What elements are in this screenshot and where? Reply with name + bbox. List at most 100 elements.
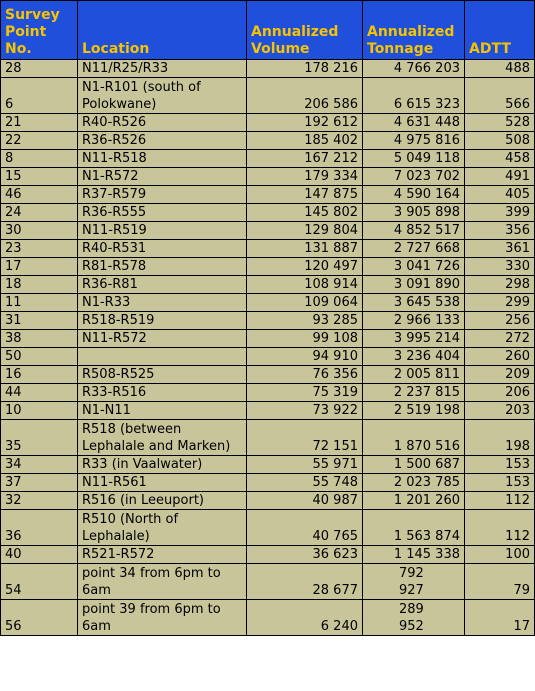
cell-location xyxy=(77,347,247,366)
cell-location: R36-R81 xyxy=(77,275,247,294)
cell-location: N11-R518 xyxy=(77,149,247,168)
cell-tonnage: 1 870 516 xyxy=(362,419,465,456)
cell-volume: 40 987 xyxy=(246,491,363,510)
cell-survey-point: 34 xyxy=(0,455,78,474)
cell-survey-point: 30 xyxy=(0,221,78,240)
cell-survey-point: 16 xyxy=(0,365,78,384)
cell-survey-point: 6 xyxy=(0,77,78,114)
cell-survey-point: 11 xyxy=(0,293,78,312)
table-row: 35 R518 (between Lephalale and Marken) 72 … xyxy=(0,419,535,456)
cell-survey-point: 22 xyxy=(0,131,78,150)
header-row: Survey Point No. Location Annualized Vol… xyxy=(0,0,535,60)
cell-location: R36-R526 xyxy=(77,131,247,150)
cell-adtt: 79 xyxy=(464,563,535,600)
cell-tonnage: 1 563 874 xyxy=(362,509,465,546)
cell-survey-point: 44 xyxy=(0,383,78,402)
table-row: 54 point 34 from 6pm to 6am 28 677 792 927 7… xyxy=(0,563,535,600)
cell-survey-point: 28 xyxy=(0,59,78,78)
cell-location: R33 (in Vaalwater) xyxy=(77,455,247,474)
cell-location: R40-R526 xyxy=(77,113,247,132)
table-row: 17 R81-R578 120 497 3 041 726 330 xyxy=(0,257,535,276)
cell-tonnage: 2 727 668 xyxy=(362,239,465,258)
table-row: 16 R508-R525 76 356 2 005 811 209 xyxy=(0,365,535,384)
cell-survey-point: 32 xyxy=(0,491,78,510)
cell-adtt: 508 xyxy=(464,131,535,150)
cell-survey-point: 54 xyxy=(0,563,78,600)
cell-adtt: 299 xyxy=(464,293,535,312)
cell-adtt: 112 xyxy=(464,509,535,546)
cell-survey-point: 37 xyxy=(0,473,78,492)
cell-adtt: 260 xyxy=(464,347,535,366)
table-row: 28 N11/R25/R33 178 216 4 766 203 488 xyxy=(0,59,535,78)
header-tonnage: Annualized Tonnage xyxy=(362,0,465,60)
cell-survey-point: 10 xyxy=(0,401,78,420)
cell-volume: 55 971 xyxy=(246,455,363,474)
cell-volume: 75 319 xyxy=(246,383,363,402)
cell-tonnage: 1 201 260 xyxy=(362,491,465,510)
cell-volume: 131 887 xyxy=(246,239,363,258)
cell-tonnage: 3 995 214 xyxy=(362,329,465,348)
table-row: 56 point 39 from 6pm to 6am 6 240 289 952 17 xyxy=(0,599,535,636)
table-row: 23 R40-R531 131 887 2 727 668 361 xyxy=(0,239,535,258)
table-row: 21 R40-R526 192 612 4 631 448 528 xyxy=(0,113,535,132)
survey-table: Survey Point No. Location Annualized Vol… xyxy=(0,0,535,636)
header-survey-point: Survey Point No. xyxy=(0,0,78,60)
cell-location: N1-R101 (south of Polokwane) xyxy=(77,77,247,114)
cell-tonnage: 792 927 xyxy=(362,563,465,600)
cell-adtt: 330 xyxy=(464,257,535,276)
cell-volume: 109 064 xyxy=(246,293,363,312)
cell-location: R36-R555 xyxy=(77,203,247,222)
table-row: 50 94 910 3 236 404 260 xyxy=(0,347,535,366)
table-row: 10 N1-N11 73 922 2 519 198 203 xyxy=(0,401,535,420)
cell-tonnage: 4 631 448 xyxy=(362,113,465,132)
table-row: 34 R33 (in Vaalwater) 55 971 1 500 687 153 xyxy=(0,455,535,474)
cell-tonnage: 2 005 811 xyxy=(362,365,465,384)
cell-volume: 55 748 xyxy=(246,473,363,492)
cell-location: R40-R531 xyxy=(77,239,247,258)
cell-location: N11-R519 xyxy=(77,221,247,240)
cell-adtt: 198 xyxy=(464,419,535,456)
cell-survey-point: 40 xyxy=(0,545,78,564)
cell-survey-point: 23 xyxy=(0,239,78,258)
table-row: 24 R36-R555 145 802 3 905 898 399 xyxy=(0,203,535,222)
cell-volume: 108 914 xyxy=(246,275,363,294)
cell-survey-point: 18 xyxy=(0,275,78,294)
cell-survey-point: 8 xyxy=(0,149,78,168)
table-row: 11 N1-R33 109 064 3 645 538 299 xyxy=(0,293,535,312)
cell-location: R521-R572 xyxy=(77,545,247,564)
cell-volume: 185 402 xyxy=(246,131,363,150)
cell-volume: 129 804 xyxy=(246,221,363,240)
cell-tonnage: 1 500 687 xyxy=(362,455,465,474)
cell-tonnage: 2 966 133 xyxy=(362,311,465,330)
table-row: 32 R516 (in Leeuport) 40 987 1 201 260 112 xyxy=(0,491,535,510)
table-row: 22 R36-R526 185 402 4 975 816 508 xyxy=(0,131,535,150)
table-row: 40 R521-R572 36 623 1 145 338 100 xyxy=(0,545,535,564)
table-row: 44 R33-R516 75 319 2 237 815 206 xyxy=(0,383,535,402)
table-row: 8 N11-R518 167 212 5 049 118 458 xyxy=(0,149,535,168)
cell-adtt: 399 xyxy=(464,203,535,222)
cell-location: R518 (between Lephalale and Marken) xyxy=(77,419,247,456)
cell-location: R510 (North of Lephalale) xyxy=(77,509,247,546)
cell-location: R37-R579 xyxy=(77,185,247,204)
cell-adtt: 112 xyxy=(464,491,535,510)
table-row: 18 R36-R81 108 914 3 091 890 298 xyxy=(0,275,535,294)
cell-tonnage: 4 766 203 xyxy=(362,59,465,78)
cell-location: R81-R578 xyxy=(77,257,247,276)
cell-tonnage: 4 975 816 xyxy=(362,131,465,150)
cell-location: R33-R516 xyxy=(77,383,247,402)
cell-tonnage: 5 049 118 xyxy=(362,149,465,168)
cell-tonnage: 4 852 517 xyxy=(362,221,465,240)
cell-tonnage: 1 145 338 xyxy=(362,545,465,564)
cell-volume: 178 216 xyxy=(246,59,363,78)
cell-tonnage: 7 023 702 xyxy=(362,167,465,186)
cell-location: R516 (in Leeuport) xyxy=(77,491,247,510)
cell-location: point 34 from 6pm to 6am xyxy=(77,563,247,600)
table-row: 36 R510 (North of Lephalale) 40 765 1 563 8… xyxy=(0,509,535,546)
cell-volume: 94 910 xyxy=(246,347,363,366)
cell-tonnage: 2 519 198 xyxy=(362,401,465,420)
cell-adtt: 405 xyxy=(464,185,535,204)
header-location: Location xyxy=(77,0,247,60)
cell-survey-point: 24 xyxy=(0,203,78,222)
cell-adtt: 206 xyxy=(464,383,535,402)
cell-volume: 40 765 xyxy=(246,509,363,546)
